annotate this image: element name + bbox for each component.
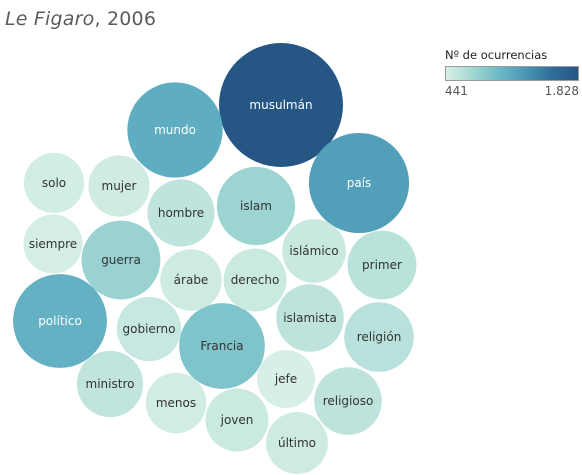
bubble-19: mujer (88, 155, 150, 217)
bubble-label: guerra (101, 253, 141, 267)
bubble-label: joven (220, 413, 254, 427)
bubble-8: religión (344, 302, 414, 372)
bubble-0: musulmán (219, 43, 343, 167)
bubble-circle (147, 179, 215, 247)
bubble-22: siempre (23, 214, 83, 274)
bubble-label: musulmán (249, 98, 312, 112)
bubble-10: islamista (276, 284, 344, 352)
bubble-label: político (38, 314, 82, 328)
bubble-circle (88, 155, 150, 217)
bubble-circle (76, 350, 144, 418)
bubble-label: islam (240, 199, 272, 213)
bubble-circle (81, 220, 161, 300)
bubble-circle (23, 152, 85, 214)
bubble-11: islámico (282, 219, 346, 283)
bubble-circle (223, 248, 287, 312)
bubble-circle (308, 132, 410, 234)
legend-title: Nº de ocurrencias (445, 48, 548, 62)
bubble-circle (282, 219, 346, 283)
bubble-14: gobierno (116, 296, 182, 362)
bubble-label: ministro (86, 377, 135, 391)
bubble-15: derecho (223, 248, 287, 312)
bubble-16: árabe (160, 249, 222, 311)
legend-max-label: 1.828 (544, 84, 579, 98)
bubble-circle (347, 230, 417, 300)
chart-title-source: Le Figaro (5, 8, 95, 30)
chart-title-year: , 2006 (94, 8, 157, 30)
bubble-circle (160, 249, 222, 311)
bubble-circle (344, 302, 414, 372)
bubble-label: mundo (154, 123, 196, 137)
legend-ticks: 441 1.828 (445, 84, 579, 100)
bubble-1: país (308, 132, 410, 234)
chart-title: Le Figaro, 2006 (5, 8, 156, 30)
bubble-circle (127, 82, 223, 178)
bubble-circle (219, 43, 343, 167)
bubble-label: religioso (323, 394, 374, 408)
bubble-label: país (347, 176, 372, 190)
legend-gradient-bar (445, 66, 579, 81)
bubble-12: hombre (147, 179, 215, 247)
bubble-label: hombre (158, 206, 204, 220)
bubble-17: joven (205, 388, 269, 452)
bubble-label: islamista (283, 311, 337, 325)
bubble-label: menos (156, 396, 196, 410)
bubble-6: islam (216, 166, 296, 246)
bubble-circle (23, 214, 83, 274)
color-legend: Nº de ocurrencias 441 1.828 (445, 48, 579, 100)
bubble-9: primer (347, 230, 417, 300)
bubble-circle (266, 412, 328, 474)
bubble-5: guerra (81, 220, 161, 300)
bubble-label: Francia (200, 339, 243, 353)
bubble-label: jefe (274, 372, 297, 386)
bubble-label: último (278, 436, 316, 450)
bubble-circle (216, 166, 296, 246)
bubble-circle (276, 284, 344, 352)
bubble-4: Francia (179, 303, 265, 389)
bubble-circle (116, 296, 182, 362)
bubble-circle (205, 388, 269, 452)
bubble-23: jefe (257, 350, 315, 408)
bubble-13: ministro (76, 350, 144, 418)
bubble-7: religioso (314, 367, 382, 435)
bubble-18: último (266, 412, 328, 474)
bubble-label: gobierno (123, 322, 176, 336)
bubble-20: menos (145, 372, 207, 434)
bubble-circle (314, 367, 382, 435)
bubble-label: religión (357, 330, 402, 344)
bubble-label: siempre (29, 237, 77, 251)
bubble-21: solo (23, 152, 85, 214)
bubble-circle (257, 350, 315, 408)
bubble-2: mundo (127, 82, 223, 178)
bubble-label: árabe (174, 273, 209, 287)
bubble-label: solo (42, 176, 66, 190)
legend-min-label: 441 (445, 84, 468, 98)
bubble-circle (145, 372, 207, 434)
bubble-3: político (13, 274, 107, 368)
bubble-label: mujer (102, 179, 137, 193)
bubble-label: primer (362, 258, 402, 272)
bubble-label: islámico (289, 244, 338, 258)
bubble-circle (179, 303, 265, 389)
bubble-label: derecho (231, 273, 280, 287)
bubble-circle (13, 274, 107, 368)
